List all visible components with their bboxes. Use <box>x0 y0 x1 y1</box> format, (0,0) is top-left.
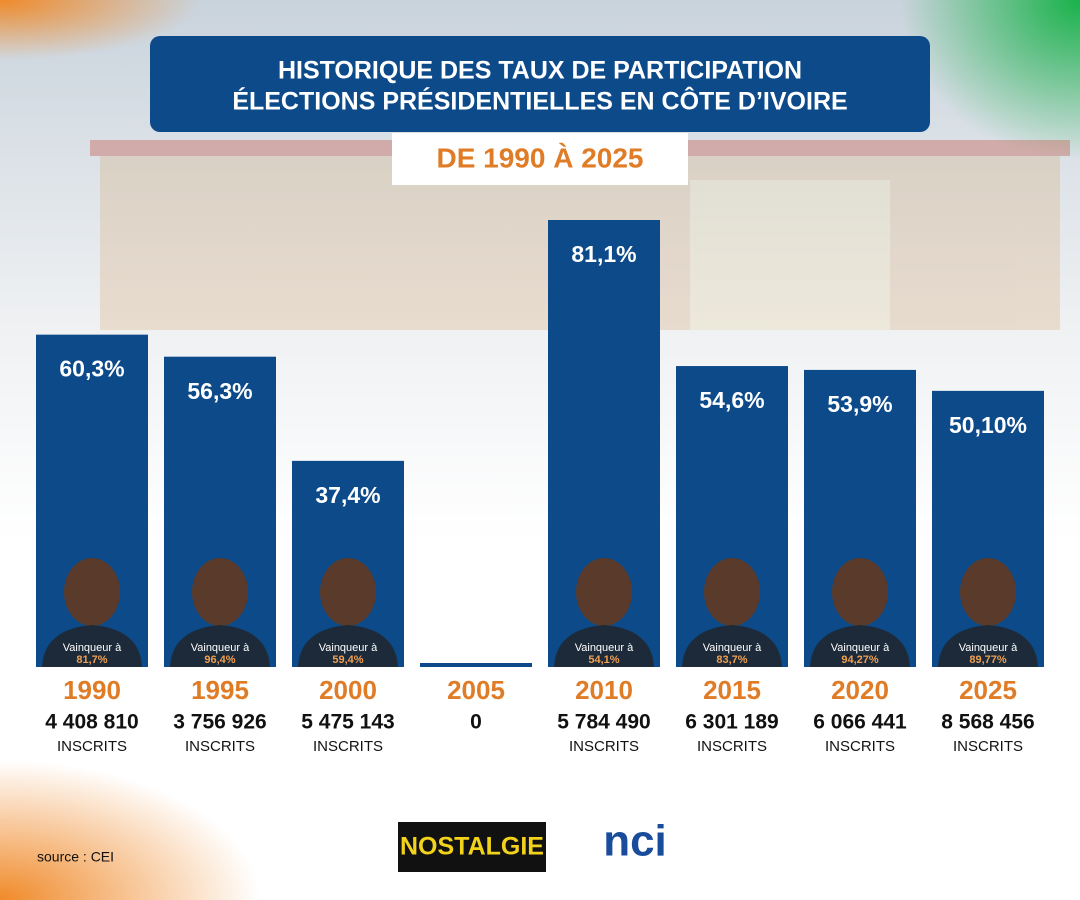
source: source : CEI <box>37 849 114 865</box>
chart-title: ÉLECTIONS PRÉSIDENTIELLES EN CÔTE D’IVOI… <box>232 86 847 116</box>
portrait-head <box>704 558 760 626</box>
registered-unit: INSCRITS <box>825 738 895 755</box>
registered: 8 568 456 <box>941 711 1034 734</box>
registered-unit: INSCRITS <box>57 738 127 755</box>
x-tick-label: 2020 <box>831 675 889 705</box>
winner-share: 81,7% <box>76 654 107 666</box>
winner-share: 94,27% <box>841 654 879 666</box>
registered-unit: INSCRITS <box>185 738 255 755</box>
portrait-body <box>810 625 910 667</box>
value-label: 81,1% <box>571 241 636 267</box>
winner-share: 83,7% <box>716 654 747 666</box>
logo-nostalgie: NOSTALGIE <box>400 833 544 861</box>
x-tick-label: 2005 <box>447 675 505 705</box>
portrait-head <box>320 558 376 626</box>
portrait-head <box>576 558 632 626</box>
portrait-head <box>64 558 120 626</box>
value-label: 53,9% <box>827 391 892 417</box>
winner-label: Vainqueur à <box>63 642 122 654</box>
portrait-body <box>554 625 654 667</box>
logo-circle <box>587 794 683 890</box>
winner-label: Vainqueur à <box>319 642 378 654</box>
registered: 4 408 810 <box>45 711 138 734</box>
portrait-body <box>938 625 1038 667</box>
portrait-head <box>832 558 888 626</box>
registered: 0 <box>470 711 482 734</box>
portrait-head <box>192 558 248 626</box>
portrait-body <box>682 625 782 667</box>
x-tick-label: 1995 <box>191 675 249 705</box>
x-tick-label: 1990 <box>63 675 121 705</box>
orange-corner <box>0 760 260 900</box>
x-tick-label: 2015 <box>703 675 761 705</box>
winner-label: Vainqueur à <box>703 642 762 654</box>
portrait-head <box>960 558 1016 626</box>
winner-share: 89,77% <box>969 654 1007 666</box>
registered: 5 475 143 <box>301 711 394 734</box>
x-tick-label: 2010 <box>575 675 633 705</box>
value-label: 37,4% <box>315 482 380 508</box>
winner-label: Vainqueur à <box>191 642 250 654</box>
logo-box <box>398 822 546 872</box>
portrait-body <box>298 625 398 667</box>
registered: 6 301 189 <box>685 711 778 734</box>
winner-share: 59,4% <box>332 654 363 666</box>
registered-unit: INSCRITS <box>569 738 639 755</box>
subtitle-box <box>392 133 688 185</box>
winner-label: Vainqueur à <box>575 642 634 654</box>
registered-unit: INSCRITS <box>697 738 767 755</box>
chart-title: HISTORIQUE DES TAUX DE PARTICIPATION <box>278 57 802 85</box>
registered: 6 066 441 <box>813 711 907 734</box>
subtitle: DE 1990 À 2025 <box>436 142 643 173</box>
x-tick-label: 2025 <box>959 675 1017 705</box>
winner-share: 96,4% <box>204 654 235 666</box>
registered-unit: INSCRITS <box>953 738 1023 755</box>
winner-share: 54,1% <box>588 654 619 666</box>
value-label: 60,3% <box>59 356 124 382</box>
value-label: 50,10% <box>949 412 1027 438</box>
value-label: 54,6% <box>699 387 764 413</box>
value-label: 56,3% <box>187 378 252 404</box>
logo-nci: nci <box>603 817 667 866</box>
registered: 3 756 926 <box>173 711 266 734</box>
registered-unit: INSCRITS <box>313 738 383 755</box>
portrait-body <box>42 625 142 667</box>
winner-label: Vainqueur à <box>959 642 1018 654</box>
registered: 5 784 490 <box>557 711 650 734</box>
title-box <box>150 36 930 132</box>
winner-label: Vainqueur à <box>831 642 890 654</box>
x-tick-label: 2000 <box>319 675 377 705</box>
portrait-body <box>170 625 270 667</box>
